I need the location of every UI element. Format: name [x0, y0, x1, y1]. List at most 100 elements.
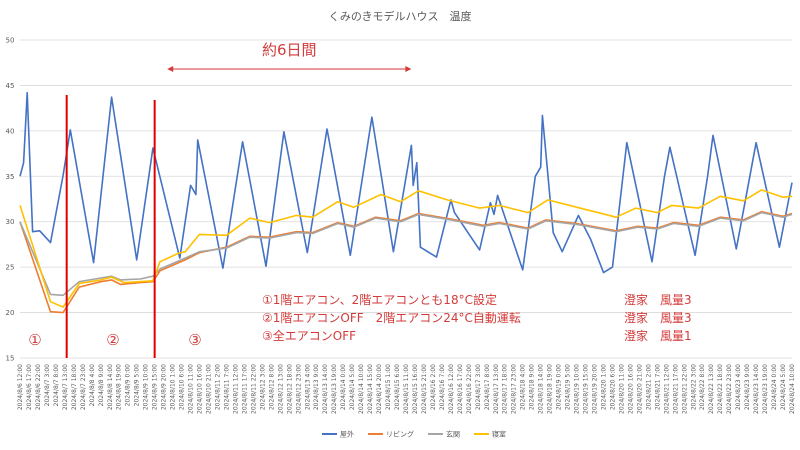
- chart-title: くみのきモデルハウス 温度: [328, 9, 471, 23]
- period-label: 約6日間: [262, 41, 317, 59]
- legend-label: リビング: [386, 430, 414, 439]
- x-tick-label: 2024/8/9 5:00: [134, 364, 141, 407]
- y-tick-label: 40: [6, 127, 15, 135]
- x-tick-label: 2024/8/11 22:00: [250, 364, 257, 414]
- y-tick-label: 45: [6, 82, 15, 90]
- x-tick-label: 2024/8/22 23:00: [726, 364, 733, 414]
- x-tick-label: 2024/8/16 12:00: [448, 364, 455, 414]
- note-1: ①1階エアコン、2階エアコンとも18°C設定: [262, 292, 497, 307]
- phase-label-2: ②: [106, 331, 119, 349]
- x-tick-label: 2024/8/19 0:00: [556, 364, 563, 410]
- series-lines: [19, 91, 793, 314]
- x-tick-label: 2024/8/19 5:00: [565, 364, 572, 410]
- x-tick-label: 2024/8/12 3:00: [259, 364, 266, 410]
- series-line-玄関: [19, 211, 793, 297]
- series-line-屋外: [19, 91, 793, 274]
- x-tick-label: 2024/8/7 3:00: [44, 364, 51, 407]
- x-tick-label: 2024/8/17 23:00: [511, 364, 518, 414]
- x-tick-label: 2024/8/6 22:00: [35, 364, 42, 410]
- phase-label-3: ③: [188, 331, 201, 349]
- x-tick-label: 2024/8/7 23:00: [80, 364, 87, 410]
- x-tick-label: 2024/8/14 10:00: [358, 364, 365, 414]
- x-tick-label: 2024/8/11 12:00: [232, 364, 239, 414]
- phase-labels: ① ② ③: [28, 331, 201, 349]
- note-2-right: 澄家 風量3: [624, 310, 692, 325]
- legend: 屋外 リビング 玄関 寝室: [322, 430, 506, 439]
- y-tick-label: 25: [6, 264, 15, 272]
- x-tick-label: 2024/8/15 1:00: [385, 364, 392, 410]
- x-tick-label: 2024/8/17 3:00: [475, 364, 482, 410]
- x-tick-label: 2024/8/12 23:00: [295, 364, 302, 414]
- x-tick-label: 2024/8/19 20:00: [592, 364, 599, 414]
- x-tick-label: 2024/8/14 0:00: [340, 364, 347, 410]
- y-axis-ticks: 15 20 25 30 35 40 45 50: [6, 37, 15, 363]
- x-tick-label: 2024/8/22 13:00: [708, 364, 715, 414]
- x-tick-label: 2024/8/18 4:00: [520, 364, 527, 410]
- x-tick-label: 2024/8/15 11:00: [403, 364, 410, 414]
- x-tick-label: 2024/8/17 18:00: [502, 364, 509, 414]
- x-tick-label: 2024/8/18 9:00: [529, 364, 536, 410]
- legend-label: 寝室: [492, 430, 506, 439]
- x-tick-label: 2024/8/8 9:00: [98, 364, 105, 407]
- x-tick-label: 2024/8/11 2:00: [214, 364, 221, 410]
- x-tick-label: 2024/8/12 8:00: [268, 364, 275, 410]
- x-tick-label: 2024/8/15 6:00: [394, 364, 401, 410]
- x-tick-label: 2024/8/12 13:00: [277, 364, 284, 414]
- x-tick-label: 2024/8/9 10:00: [143, 364, 150, 410]
- y-tick-label: 50: [6, 37, 15, 45]
- x-tick-label: 2024/8/8 19:00: [116, 364, 123, 410]
- x-tick-label: 2024/8/13 19:00: [331, 364, 338, 414]
- note-1-right: 澄家 風量3: [624, 292, 692, 307]
- arrow-left-icon: [167, 66, 174, 72]
- x-tick-label: 2024/8/20 6:00: [609, 364, 616, 410]
- x-tick-label: 2024/8/10 6:00: [179, 364, 186, 410]
- x-tick-label: 2024/8/21 7:00: [654, 364, 661, 410]
- x-tick-label: 2024/8/10 1:00: [170, 364, 177, 410]
- x-tick-label: 2024/8/13 9:00: [313, 364, 320, 410]
- x-tick-label: 2024/8/17 13:00: [493, 364, 500, 414]
- phase-label-1: ①: [28, 331, 41, 349]
- note-3-right: 澄家 風量1: [624, 328, 692, 343]
- period-annotation: 約6日間: [167, 41, 412, 72]
- y-tick-label: 35: [6, 173, 15, 181]
- x-axis-ticks: 2024/8/6 12:00 2024/8/6 17:00 2024/8/6 22:…: [17, 364, 796, 414]
- x-tick-label: 2024/8/13 4:00: [304, 364, 311, 410]
- y-tick-label: 30: [6, 218, 15, 226]
- marker-lines: [65, 95, 156, 358]
- x-tick-label: 2024/8/11 17:00: [241, 364, 248, 414]
- x-tick-label: 2024/8/21 17:00: [672, 364, 679, 414]
- legend-label: 玄関: [446, 430, 460, 439]
- y-tick-label: 20: [6, 309, 15, 317]
- x-tick-label: 2024/8/10 16:00: [197, 364, 204, 414]
- x-tick-label: 2024/8/6 17:00: [26, 364, 33, 410]
- x-tick-label: 2024/8/16 7:00: [439, 364, 446, 410]
- x-tick-label: 2024/8/16 22:00: [466, 364, 473, 414]
- x-tick-label: 2024/8/7 8:00: [53, 364, 60, 407]
- x-tick-label: 2024/8/20 1:00: [600, 364, 607, 410]
- x-tick-label: 2024/8/20 16:00: [627, 364, 634, 414]
- x-tick-label: 2024/8/22 8:00: [699, 364, 706, 410]
- x-tick-label: 2024/8/9 0:00: [125, 364, 132, 407]
- x-tick-label: 2024/8/7 13:00: [62, 364, 69, 410]
- x-tick-label: 2024/8/14 15:00: [367, 364, 374, 414]
- x-tick-label: 2024/8/21 12:00: [663, 364, 670, 414]
- x-tick-label: 2024/8/16 17:00: [457, 364, 464, 414]
- x-tick-label: 2024/8/17 8:00: [484, 364, 491, 410]
- x-tick-label: 2024/8/9 20:00: [161, 364, 168, 410]
- x-tick-label: 2024/8/20 11:00: [618, 364, 625, 414]
- x-tick-label: 2024/8/12 18:00: [286, 364, 293, 414]
- x-tick-label: 2024/8/21 2:00: [645, 364, 652, 410]
- x-tick-label: 2024/8/23 19:00: [762, 364, 769, 414]
- note-2: ②1階エアコンOFF 2階エアコン24°C自動運転: [262, 310, 521, 325]
- x-tick-label: 2024/8/24 5:00: [780, 364, 787, 410]
- x-tick-label: 2024/8/23 4:00: [735, 364, 742, 410]
- x-tick-label: 2024/8/14 20:00: [376, 364, 383, 414]
- x-tick-label: 2024/8/20 21:00: [636, 364, 643, 414]
- x-tick-label: 2024/8/9 15:00: [152, 364, 159, 410]
- x-tick-label: 2024/8/8 4:00: [89, 364, 96, 407]
- x-tick-label: 2024/8/7 18:00: [71, 364, 78, 410]
- x-tick-label: 2024/8/8 14:00: [107, 364, 114, 410]
- x-tick-label: 2024/8/11 7:00: [223, 364, 230, 410]
- condition-notes: ①1階エアコン、2階エアコンとも18°C設定 澄家 風量3 ②1階エアコンOFF…: [262, 292, 692, 343]
